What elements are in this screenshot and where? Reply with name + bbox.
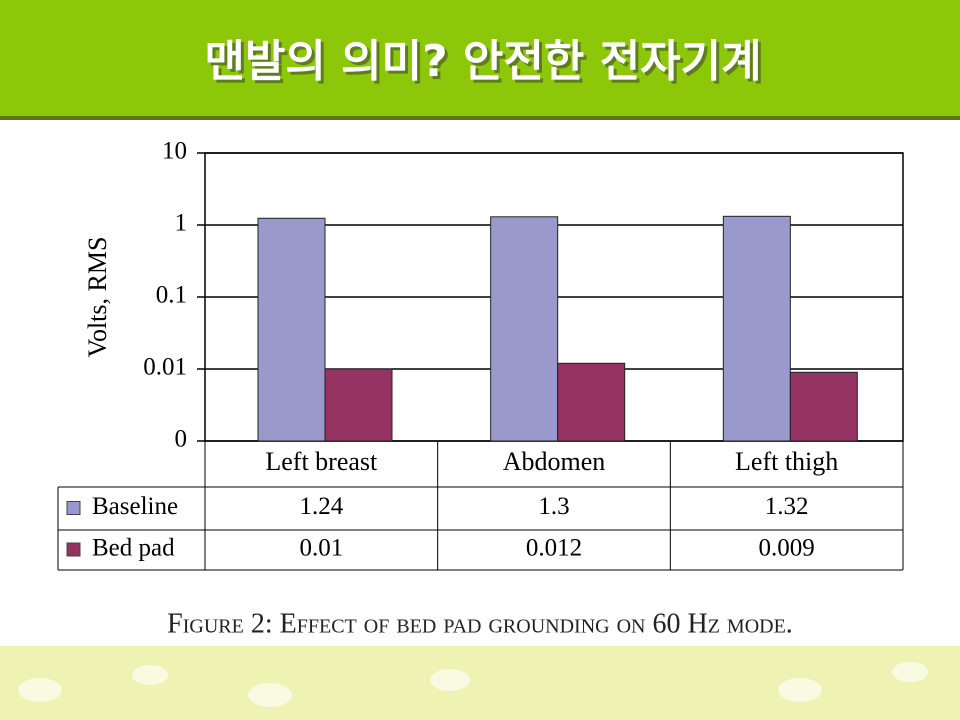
table-value: 1.24 — [299, 493, 343, 520]
y-tick-label: 0.01 — [143, 354, 187, 381]
bar — [324, 368, 393, 442]
bar — [789, 371, 858, 442]
header-rule — [0, 116, 960, 120]
bar — [257, 217, 326, 442]
leaf — [430, 669, 470, 691]
y-tick-label: 1 — [175, 210, 188, 237]
legend-swatch — [66, 501, 81, 515]
y-axis-label: Volts, RMS — [83, 237, 112, 358]
x-tick-label: Left breast — [265, 447, 378, 476]
legend-label: Bed pad — [92, 535, 175, 562]
leaf — [132, 665, 168, 685]
y-tick-label: 0.1 — [156, 282, 187, 309]
table-value: 0.012 — [526, 535, 582, 562]
bar — [722, 215, 791, 442]
y-tick-label: 10 — [162, 138, 187, 165]
leaf — [778, 678, 822, 702]
table-value: 0.009 — [759, 535, 815, 562]
x-tick-label: Abdomen — [503, 447, 606, 476]
x-tick-label: Left thigh — [735, 447, 838, 476]
caption: Figure 2: Effect of bed pad grounding on… — [167, 608, 793, 639]
legend-label: Baseline — [92, 493, 178, 520]
footer-decoration — [0, 646, 960, 720]
bar — [557, 362, 626, 442]
table-value: 1.3 — [538, 493, 569, 520]
y-tick-label: 0 — [175, 426, 188, 453]
legend-swatch — [66, 542, 81, 557]
leaf — [248, 683, 292, 707]
leaf — [18, 678, 62, 702]
table-value: 0.01 — [299, 535, 343, 562]
bar — [490, 216, 559, 442]
header-band — [0, 0, 960, 118]
header-title: 맨발의 의미? 안전한 전자기계 — [204, 36, 761, 87]
header-title-shadow: 맨발의 의미? 안전한 전자기계 — [207, 39, 764, 90]
leaf — [892, 662, 928, 682]
table-value: 1.32 — [765, 493, 809, 520]
